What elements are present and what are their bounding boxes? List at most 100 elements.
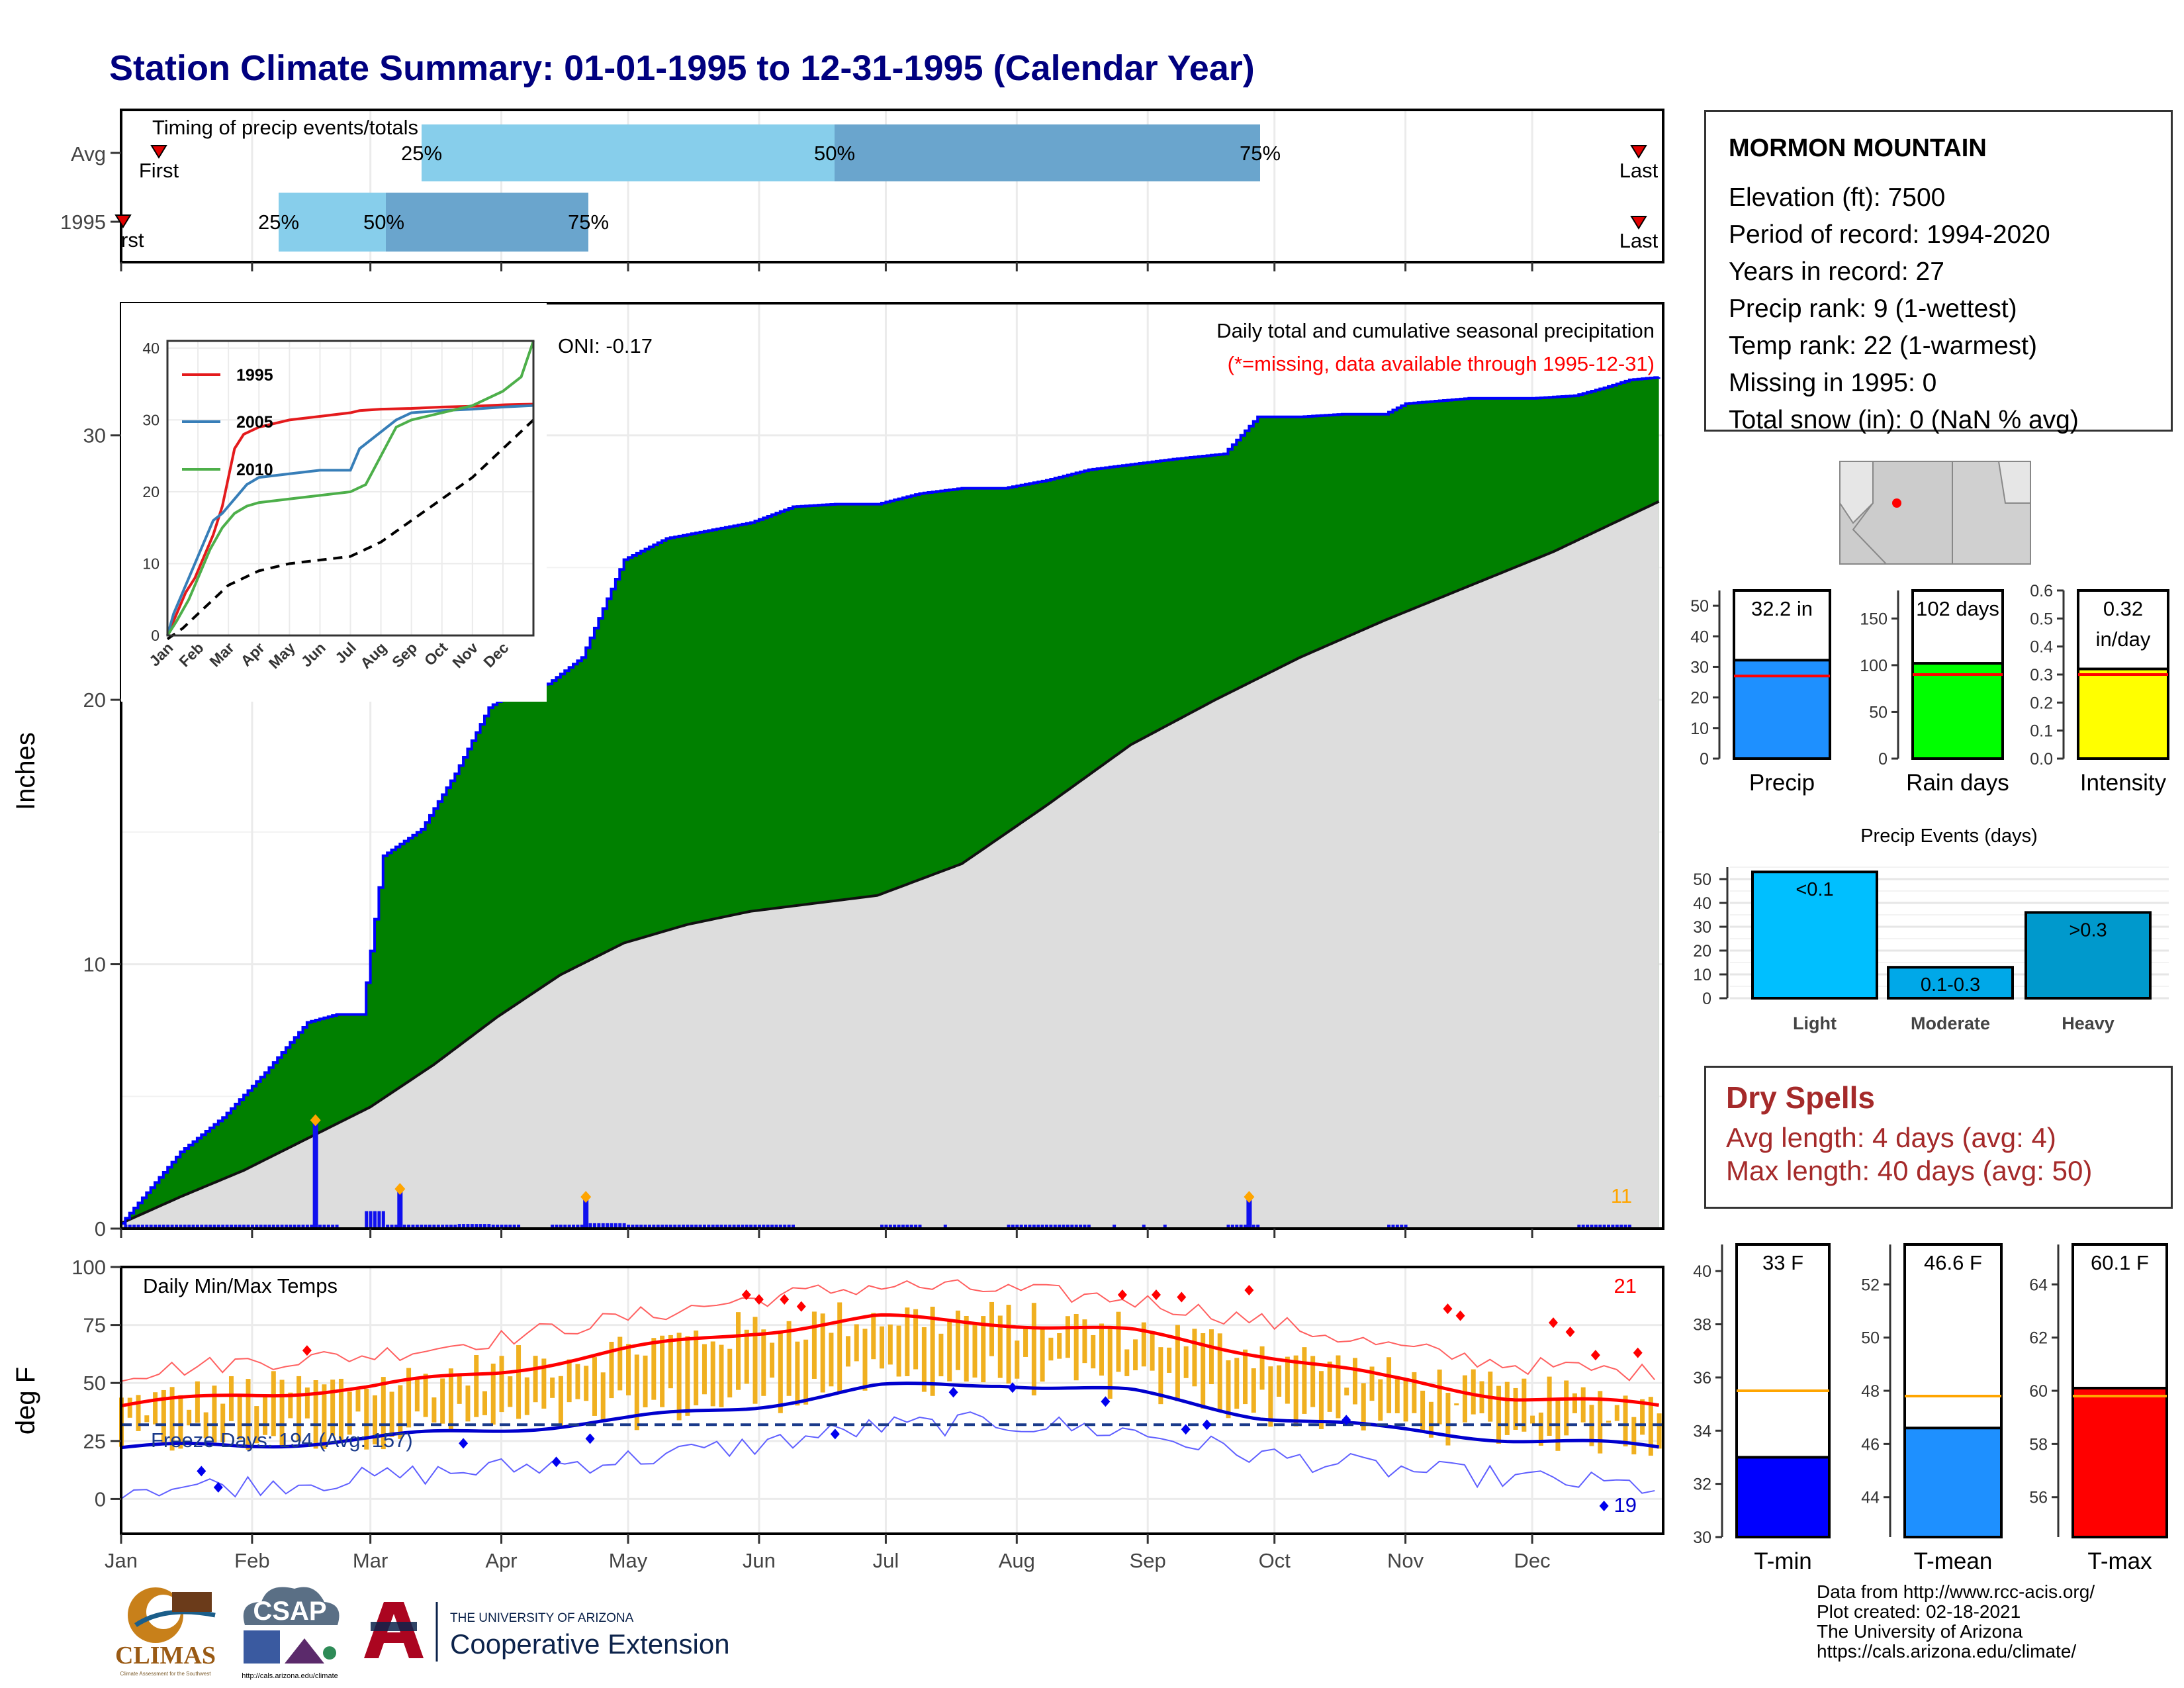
daily-precip-bar (1049, 1225, 1053, 1229)
events-title: Precip Events (days) (1860, 825, 2038, 847)
daily-precip-bar (174, 1225, 178, 1229)
intensity-ytick-label: 0.0 (2030, 750, 2053, 769)
daily-precip-bar (407, 1225, 411, 1229)
inset-ytick-label: 40 (142, 340, 159, 357)
record-low-marker (197, 1466, 206, 1477)
daily-temp-bar (1141, 1322, 1146, 1367)
daily-precip-bar (195, 1225, 199, 1229)
daily-temp-bar (1073, 1313, 1079, 1381)
temp-plot-bg (121, 1267, 1663, 1534)
intensity-label: Intensity (2080, 770, 2167, 796)
daily-precip-bar (1226, 1225, 1230, 1229)
daily-precip-bar (322, 1225, 326, 1229)
daily-precip-bar (475, 1224, 478, 1229)
tmin-ytick-label: 30 (1693, 1528, 1711, 1547)
daily-temp-bar (862, 1329, 868, 1391)
tmean-ytick-label: 50 (1861, 1329, 1880, 1348)
month-label: Aug (999, 1549, 1035, 1572)
timing-avg-first-label: First (139, 159, 179, 182)
cum-precip-1995-line (121, 376, 1661, 1225)
daily-precip-bar (183, 1225, 187, 1229)
events-bar-label: >0.3 (2069, 919, 2107, 941)
cum-precip-average-line (120, 500, 1660, 1225)
record-high-marker (1633, 1347, 1643, 1358)
record-high-marker (1565, 1327, 1575, 1338)
daily-precip-bar (601, 1223, 605, 1229)
daily-precip-bar (1230, 1225, 1234, 1229)
daily-precip-bar (1244, 1225, 1248, 1229)
daily-temp-bar (508, 1376, 513, 1407)
daily-precip-bar (386, 1225, 390, 1229)
dry-spells-avg: Avg length: 4 days (avg: 4) (1726, 1122, 2056, 1153)
daily-temp-bar (330, 1380, 336, 1436)
daily-temp-bar (1293, 1355, 1298, 1427)
daily-precip-bar-large (583, 1197, 589, 1229)
daily-temp-bar (1403, 1378, 1408, 1422)
daily-precip-bar (487, 1224, 491, 1229)
daily-temp-bar (668, 1335, 673, 1389)
daily-precip-bar (686, 1225, 690, 1229)
daily-temp-bar (1040, 1327, 1045, 1382)
daily-temp-bar (660, 1335, 665, 1407)
daily-precip-bar (897, 1225, 901, 1229)
daily-temp-bar (406, 1368, 412, 1428)
daily-precip-bar (394, 1225, 398, 1229)
record-high-marker (741, 1289, 751, 1301)
daily-temp-bar (913, 1309, 919, 1370)
daily-temp-bar (355, 1389, 361, 1412)
daily-precip-bar (415, 1225, 419, 1229)
daily-temp-bar (347, 1391, 352, 1435)
daily-precip-bar (614, 1223, 617, 1229)
daily-precip-bar (1036, 1225, 1040, 1229)
daily-temp-bar (1606, 1421, 1612, 1423)
daily-temp-bar (1107, 1325, 1113, 1399)
summary-bar-charts: 0 10 20 30 40 50 Precip 32.2 in 0 50 100 150 Rain da… (1690, 582, 2169, 796)
daily-temp-bar (187, 1409, 192, 1426)
record-high-marker (796, 1301, 806, 1312)
temperature-bar-charts: 30 32 34 36 38 40 T-min 33 F 44 46 48 50 52 T-mean 46.… (1693, 1243, 2168, 1574)
daily-temp-bar (1538, 1412, 1543, 1446)
daily-temp-bar (1504, 1382, 1510, 1435)
inset-ytick-label: 10 (142, 555, 159, 572)
rain-days-ytick-label: 0 (1878, 750, 1888, 769)
daily-temp-bar (972, 1322, 978, 1378)
daily-precip-bar (918, 1225, 922, 1229)
daily-temp-bar (719, 1344, 724, 1407)
map-state-texas (1997, 461, 2031, 504)
daily-precip-bar (1011, 1225, 1015, 1229)
daily-temp-bar (1580, 1387, 1586, 1423)
daily-precip-bar (432, 1225, 436, 1229)
daily-temp-bar (592, 1357, 597, 1416)
daily-temp-bar (575, 1364, 580, 1399)
timing-avg-bar-25-50 (422, 124, 835, 181)
daily-precip-bar (606, 1223, 610, 1229)
daily-temp-bar (1648, 1397, 1653, 1456)
temp-title: Daily Min/Max Temps (143, 1274, 338, 1297)
daily-temp-bar (609, 1342, 614, 1399)
daily-temp-bar (457, 1374, 462, 1404)
daily-temp-bar (829, 1333, 834, 1387)
daily-temp-bar (558, 1376, 563, 1427)
intensity-ytick-label: 0.1 (2030, 722, 2053, 741)
daily-precip-bar (225, 1225, 229, 1229)
daily-temp-bar (1369, 1366, 1375, 1401)
daily-precip-bar (1400, 1225, 1404, 1229)
daily-precip-bar (326, 1225, 330, 1229)
record-low-marker (1342, 1415, 1351, 1426)
daily-precip-bar (753, 1225, 757, 1229)
timing-1995-last-label: Last (1619, 229, 1659, 252)
events-bar-heavy (2025, 911, 2152, 1000)
daily-temp-bar (1208, 1329, 1214, 1385)
intensity-ytick-label: 0.6 (2030, 582, 2053, 600)
record-low-marker (585, 1433, 595, 1444)
daily-temp-bar (364, 1388, 369, 1450)
record-low-marker (213, 1481, 223, 1493)
daily-temp-bar (1057, 1333, 1062, 1359)
oni-text: ONI: -0.17 (558, 334, 653, 357)
daily-precip-bar (246, 1225, 250, 1229)
daily-precip-bar (491, 1225, 495, 1229)
timing-panel: Timing of precip events/totals Avg 1995 25%… (60, 109, 1664, 263)
daily-precip-bar (1590, 1225, 1594, 1229)
daily-temp-bar (778, 1333, 783, 1413)
daily-temp-bar (1437, 1369, 1442, 1425)
